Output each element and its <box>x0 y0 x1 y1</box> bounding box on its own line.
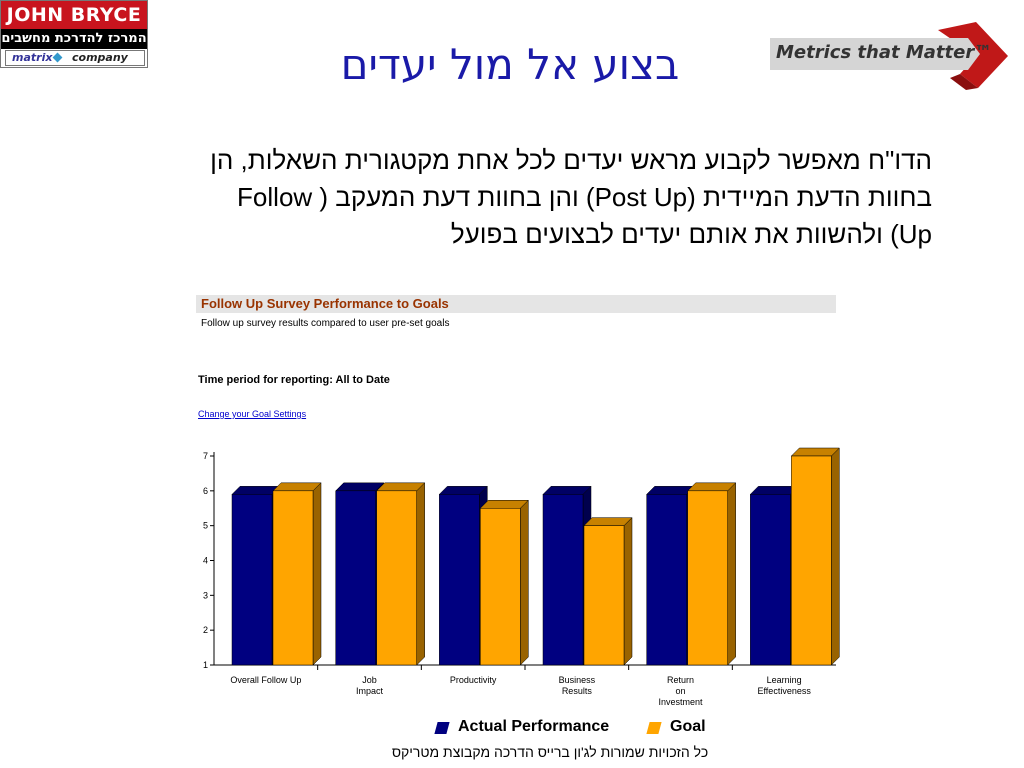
slide-body: הדו"ח מאפשר לקבוע מראש יעדים לכל אחת מקט… <box>110 142 932 253</box>
bar-top <box>687 482 737 492</box>
body-line: Up) ולהשוות את אותם יעדים לבצועים בפועל <box>450 219 932 249</box>
bar-top <box>376 482 426 492</box>
bar-top <box>583 517 633 526</box>
performance-bar-chart: 1 2 3 4 5 6 7 Overall Follow Up Job Impact Product… <box>203 447 840 707</box>
legend-goal-swatch <box>646 722 662 734</box>
bar-goal <box>272 490 314 666</box>
bar-goal <box>687 490 728 666</box>
body-line: הדו"ח מאפשר לקבוע מראש יעדים לכל אחת מקט… <box>210 145 932 175</box>
legend-actual-swatch <box>434 722 450 734</box>
bar-goal <box>583 525 625 666</box>
bar-top <box>272 482 322 492</box>
bar-actual <box>646 494 687 666</box>
report-period: Time period for reporting: All to Date <box>198 374 390 386</box>
x-tick-label: Overall Follow Up <box>230 675 301 685</box>
x-tick-label: Business Results <box>559 675 596 696</box>
slide-title: בצוע אל מול יעדים <box>340 40 680 89</box>
report-header-bar: Follow Up Survey Performance to Goals <box>196 295 836 313</box>
jb-logo-company-strip: matrix company <box>5 50 145 66</box>
matrix-diamond-icon <box>52 52 63 63</box>
mtm-logo-text: Metrics that Matter™ <box>776 42 993 63</box>
mtm-arrow-icon <box>770 22 1008 90</box>
y-tick-label: 1 <box>203 660 208 670</box>
y-tick-label: 2 <box>203 625 208 635</box>
bar-side <box>623 517 633 666</box>
legend-actual-label: Actual Performance <box>458 718 610 735</box>
jb-logo-matrix: matrix <box>12 51 53 64</box>
bar-side <box>416 482 425 666</box>
bar-top <box>438 486 488 495</box>
bar-top <box>335 482 385 492</box>
bar-top <box>479 500 529 509</box>
bar-actual <box>231 494 273 666</box>
bar-goal <box>480 508 521 666</box>
report-title: Follow Up Survey Performance to Goals <box>201 296 449 311</box>
bar-side <box>831 447 840 666</box>
bar-actual <box>439 494 480 666</box>
report-subtitle: Follow up survey results compared to use… <box>201 318 450 329</box>
jb-logo-company: company <box>72 51 128 64</box>
body-line: בחוות הדעת המיידית (Post Up) והן בחוות ד… <box>237 182 932 212</box>
bar-actual <box>335 490 376 666</box>
jb-logo-name: JOHN BRYCE <box>1 1 147 29</box>
x-tick-label: Productivity <box>450 675 497 685</box>
john-bryce-logo: JOHN BRYCE המרכז להדרכת מחשבים matrix co… <box>0 0 148 68</box>
bar-top <box>790 447 840 457</box>
jb-logo-tagline: המרכז להדרכת מחשבים <box>1 29 147 49</box>
y-tick-label: 4 <box>203 556 208 566</box>
bar-side <box>520 499 529 666</box>
x-tick-label: Return on Investment <box>658 675 703 707</box>
bar-actual <box>542 494 584 666</box>
copyright-footer: כל הזכויות שמורות לג'ון ברייס הדרכה מקבו… <box>391 744 709 760</box>
metrics-that-matter-logo: Metrics that Matter™ <box>770 18 1010 90</box>
y-tick-label: 6 <box>203 486 208 496</box>
legend-goal-label: Goal <box>670 718 706 735</box>
x-tick-label: Learning Effectiveness <box>757 675 811 696</box>
bar-actual <box>750 494 791 666</box>
bar-side <box>312 482 322 666</box>
y-tick-label: 7 <box>203 451 208 461</box>
y-tick-label: 5 <box>203 521 208 531</box>
y-tick-label: 3 <box>203 590 208 600</box>
bar-goal <box>376 490 417 666</box>
x-tick-label: Job Impact <box>356 675 384 696</box>
bar-top <box>542 486 592 495</box>
bar-side <box>727 482 736 666</box>
change-goal-settings-link[interactable]: Change your Goal Settings <box>198 409 307 419</box>
bar-goal <box>791 455 832 666</box>
